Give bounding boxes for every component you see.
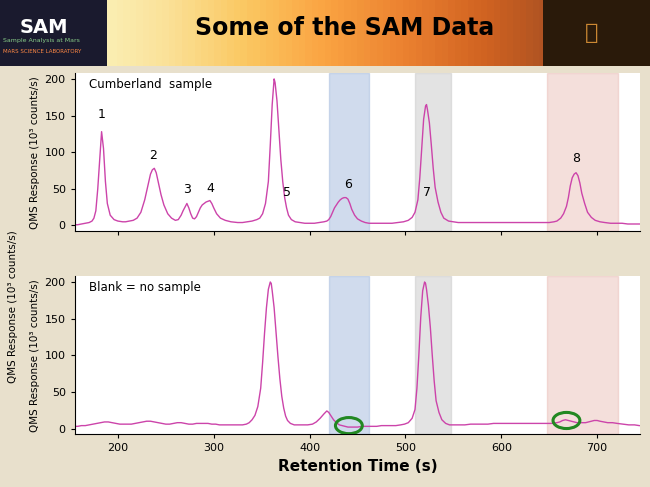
Text: 1: 1 — [98, 109, 105, 121]
Bar — [547, 276, 618, 434]
Text: QMS Response (10³ counts/s): QMS Response (10³ counts/s) — [8, 230, 18, 383]
Text: 8: 8 — [572, 152, 580, 166]
Bar — [415, 276, 452, 434]
Text: 5: 5 — [283, 186, 291, 199]
Bar — [547, 73, 618, 231]
Text: 3: 3 — [183, 183, 191, 196]
Text: 2: 2 — [150, 149, 157, 162]
Text: Cumberland  sample: Cumberland sample — [89, 78, 212, 91]
Text: 7: 7 — [422, 186, 430, 199]
Text: MARS SCIENCE LABORATORY: MARS SCIENCE LABORATORY — [3, 49, 81, 55]
Text: 6: 6 — [344, 178, 352, 191]
FancyBboxPatch shape — [0, 0, 107, 66]
Y-axis label: QMS Response (10³ counts/s): QMS Response (10³ counts/s) — [31, 279, 40, 431]
Text: 4: 4 — [206, 182, 214, 195]
Text: Sample Analysis at Mars: Sample Analysis at Mars — [3, 38, 80, 43]
FancyBboxPatch shape — [543, 0, 650, 66]
Y-axis label: QMS Response (10³ counts/s): QMS Response (10³ counts/s) — [31, 76, 40, 228]
Text: SAM: SAM — [20, 19, 68, 37]
Bar — [329, 276, 369, 434]
Text: Some of the SAM Data: Some of the SAM Data — [195, 16, 494, 39]
X-axis label: Retention Time (s): Retention Time (s) — [278, 459, 437, 474]
Text: Blank = no sample: Blank = no sample — [89, 281, 201, 294]
Bar — [415, 73, 452, 231]
Bar — [329, 73, 369, 231]
Text: 🚗: 🚗 — [585, 23, 598, 43]
